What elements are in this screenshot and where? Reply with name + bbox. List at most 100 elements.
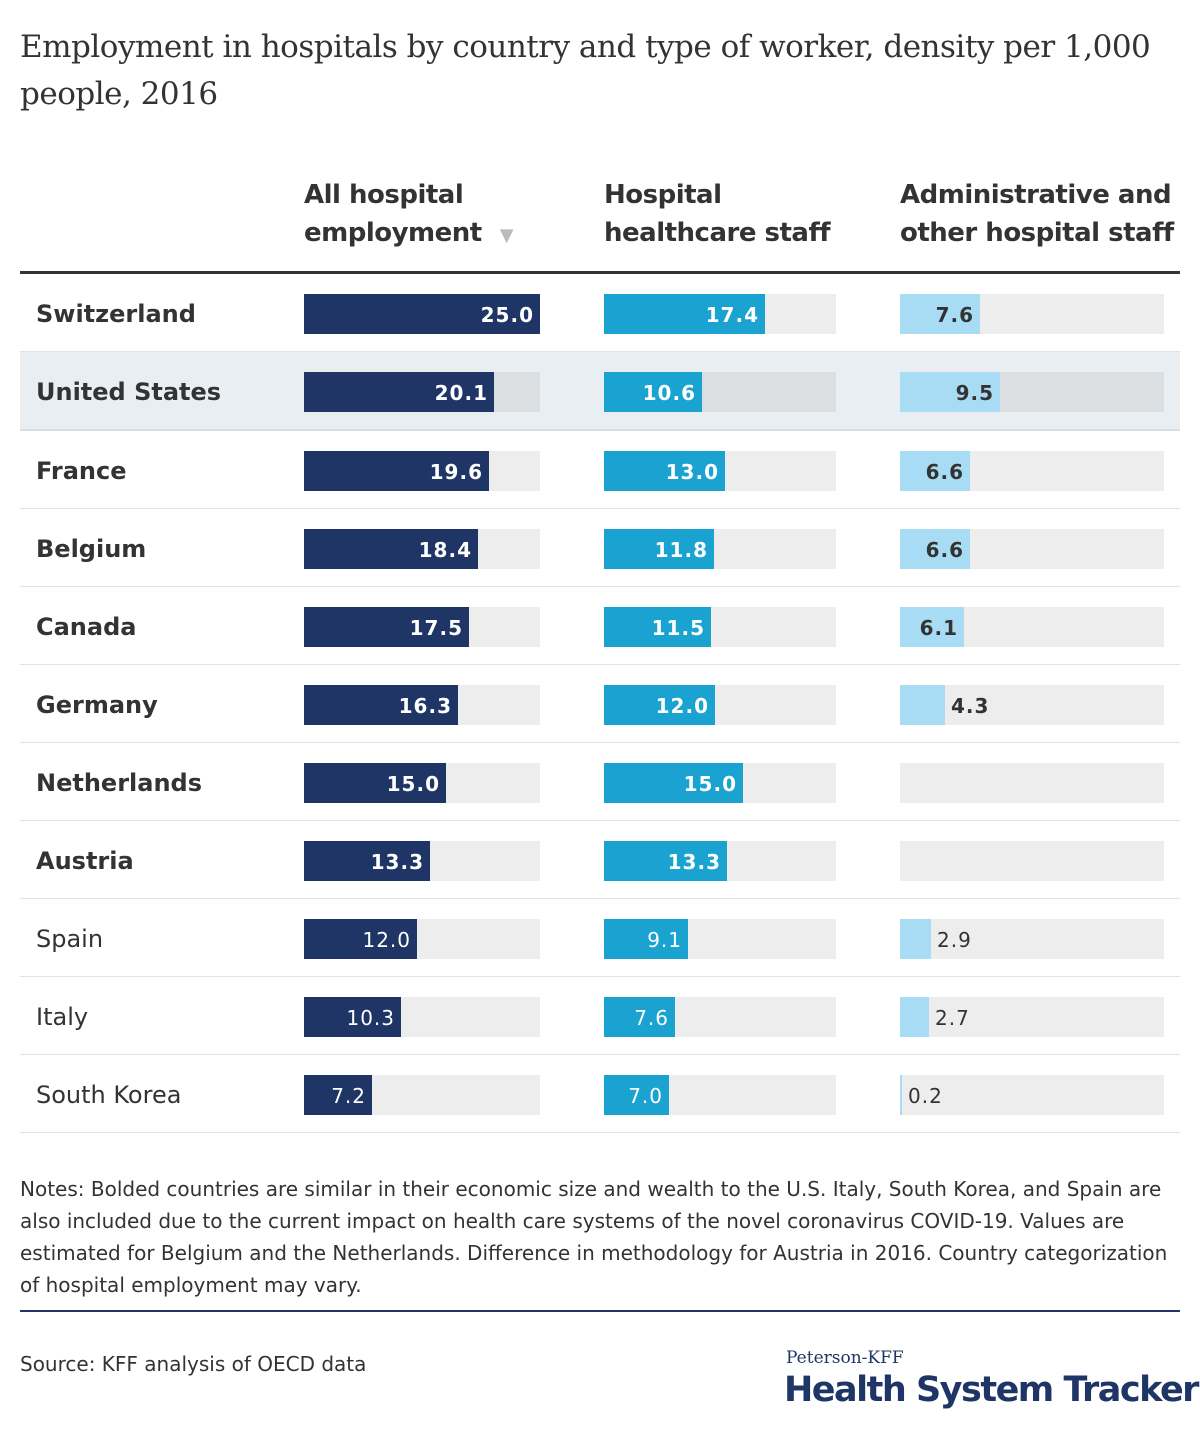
data-label: 13.0 <box>665 460 719 484</box>
bar[interactable] <box>604 685 715 725</box>
bar[interactable] <box>604 763 743 803</box>
table-row[interactable]: South Korea 7.2 7.0 0.2 <box>20 1055 1180 1133</box>
bar[interactable] <box>304 841 430 881</box>
bar[interactable] <box>304 763 446 803</box>
bar[interactable] <box>304 372 494 412</box>
country-label: Belgium <box>36 535 147 563</box>
bar[interactable] <box>304 685 458 725</box>
bar[interactable] <box>900 997 929 1037</box>
bar[interactable] <box>604 919 688 959</box>
bar-track <box>900 841 1164 881</box>
data-label: 10.6 <box>642 381 696 405</box>
bar[interactable] <box>900 451 970 491</box>
bar[interactable] <box>304 607 469 647</box>
data-label: 7.0 <box>628 1084 663 1108</box>
bar[interactable] <box>304 919 417 959</box>
header-admin-staff[interactable]: Administrative and other hospital staff <box>900 176 1174 252</box>
header-line: Administrative and <box>900 180 1172 210</box>
source: Source: KFF analysis of OECD data <box>20 1352 367 1376</box>
bar-track: 13.3 <box>304 841 540 881</box>
bar-track: 11.5 <box>604 607 836 647</box>
notes: Notes: Bolded countries are similar in t… <box>20 1177 1168 1297</box>
bar-track: 12.0 <box>604 685 836 725</box>
table-row[interactable]: France 19.6 13.0 6.6 <box>20 431 1180 509</box>
data-label: 18.4 <box>418 538 472 562</box>
bar[interactable] <box>304 451 489 491</box>
bar-track: 2.7 <box>900 997 1164 1037</box>
bar[interactable] <box>304 997 401 1037</box>
country-label: Netherlands <box>36 769 203 797</box>
data-label: 2.9 <box>937 928 972 952</box>
bar-track: 11.8 <box>604 529 836 569</box>
bar-track: 10.3 <box>304 997 540 1037</box>
table-row[interactable]: Germany 16.3 12.0 4.3 <box>20 665 1180 743</box>
bar[interactable] <box>900 685 945 725</box>
data-label: 13.3 <box>667 850 721 874</box>
table-row[interactable]: Belgium 18.4 11.8 6.6 <box>20 509 1180 587</box>
bar[interactable] <box>900 294 980 334</box>
bar-track: 7.0 <box>604 1075 836 1115</box>
bar-track: 6.6 <box>900 529 1164 569</box>
bar[interactable] <box>604 529 714 569</box>
data-label: 12.0 <box>362 928 411 952</box>
table-row[interactable]: United States 20.1 10.6 9.5 <box>20 352 1180 431</box>
bar[interactable] <box>304 529 478 569</box>
bar[interactable] <box>604 451 725 491</box>
country-label: South Korea <box>36 1081 182 1109</box>
data-label: 2.7 <box>935 1006 970 1030</box>
bar-track: 19.6 <box>304 451 540 491</box>
country-label: Italy <box>36 1003 89 1031</box>
data-label: 11.8 <box>654 538 708 562</box>
data-label: 11.5 <box>651 616 705 640</box>
table-row[interactable]: Switzerland 25.0 17.4 7.6 <box>20 274 1180 352</box>
bar-track: 9.5 <box>900 372 1164 412</box>
bar[interactable] <box>900 1075 902 1115</box>
header-healthcare-staff[interactable]: Hospital healthcare staff <box>604 176 831 252</box>
bar[interactable] <box>900 607 964 647</box>
bar[interactable] <box>604 1075 669 1115</box>
country-label: Spain <box>36 925 104 953</box>
bar[interactable] <box>304 294 540 334</box>
bar[interactable] <box>604 841 727 881</box>
data-label: 7.6 <box>935 303 974 327</box>
data-label: 10.3 <box>346 1006 395 1030</box>
bar[interactable] <box>900 372 1000 412</box>
bar[interactable] <box>304 1075 372 1115</box>
bar[interactable] <box>900 529 970 569</box>
header-line: healthcare staff <box>604 218 831 248</box>
bar-track: 7.6 <box>604 997 836 1037</box>
bar[interactable] <box>604 294 765 334</box>
bar[interactable] <box>900 919 931 959</box>
table-row[interactable]: Netherlands 15.0 15.0 <box>20 743 1180 821</box>
data-label: 0.2 <box>908 1084 943 1108</box>
country-label: United States <box>36 378 222 406</box>
bar-track: 18.4 <box>304 529 540 569</box>
bar-track: 12.0 <box>304 919 540 959</box>
header-line: All hospital <box>304 180 464 210</box>
table-row[interactable]: Italy 10.3 7.6 2.7 <box>20 977 1180 1055</box>
bar[interactable] <box>604 372 702 412</box>
bar-track: 9.1 <box>604 919 836 959</box>
bar-track: 15.0 <box>304 763 540 803</box>
table-row[interactable]: Austria 13.3 13.3 <box>20 821 1180 899</box>
bar[interactable] <box>604 997 675 1037</box>
data-label: 9.1 <box>647 928 682 952</box>
data-label: 6.1 <box>919 616 958 640</box>
table-row[interactable]: Spain 12.0 9.1 2.9 <box>20 899 1180 977</box>
header-line: employment <box>304 218 482 248</box>
data-label: 6.6 <box>925 538 964 562</box>
bar[interactable] <box>604 607 711 647</box>
data-label: 16.3 <box>398 694 452 718</box>
header-divider <box>20 271 1180 274</box>
logo-line2: Health System Tracker <box>784 1370 1199 1410</box>
bar-track: 10.6 <box>604 372 836 412</box>
header-line: Hospital <box>604 180 722 210</box>
data-label: 7.2 <box>331 1084 366 1108</box>
bar-track: 7.2 <box>304 1075 540 1115</box>
bar-track: 6.1 <box>900 607 1164 647</box>
header-all-hospital-employment[interactable]: All hospital employment ▼ <box>304 176 514 255</box>
data-label: 7.6 <box>634 1006 669 1030</box>
table-row[interactable]: Canada 17.5 11.5 6.1 <box>20 587 1180 665</box>
data-label: 12.0 <box>655 694 709 718</box>
data-label: 19.6 <box>429 460 483 484</box>
